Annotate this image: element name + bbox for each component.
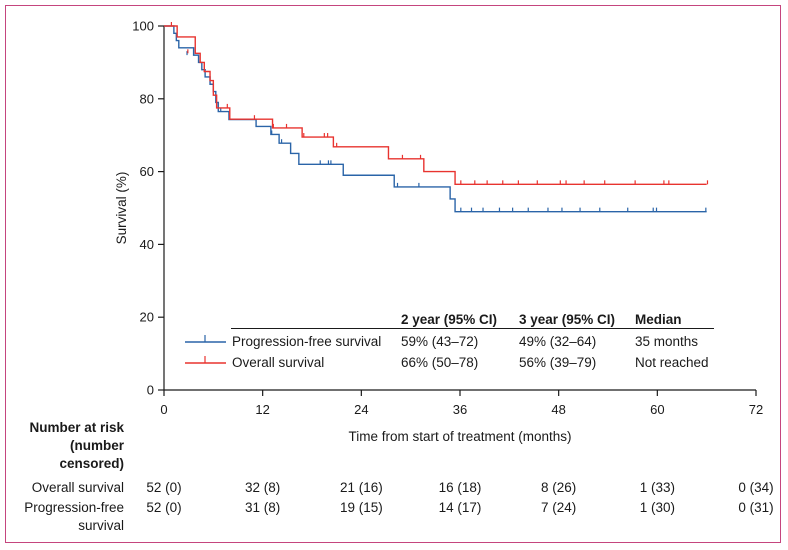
risk-value: 14 (17) xyxy=(439,500,482,515)
risk-value: 0 (31) xyxy=(738,500,773,515)
y-tick-label: 40 xyxy=(140,237,154,252)
x-tick-label: 60 xyxy=(650,402,664,417)
survival-curves xyxy=(164,22,709,213)
number-at-risk-table: Number at risk (number censored) Overall su… xyxy=(24,420,773,533)
risk-value: 21 (16) xyxy=(340,480,383,495)
x-axis-title: Time from start of treatment (months) xyxy=(348,429,571,444)
overall-survival-median: Not reached xyxy=(635,355,709,370)
risk-value: 52 (0) xyxy=(146,480,181,495)
risk-row-label: Overall survival xyxy=(32,480,124,495)
y-tick-label: 80 xyxy=(140,91,154,106)
progression-free-survival-median: 35 months xyxy=(635,334,698,349)
risk-value: 16 (18) xyxy=(439,480,482,495)
risk-value: 0 (34) xyxy=(738,480,773,495)
overall-survival-three-year: 56% (39–79) xyxy=(519,355,596,370)
figure-frame xyxy=(5,5,781,543)
risk-value: 7 (24) xyxy=(541,500,576,515)
y-tick-label: 100 xyxy=(132,19,154,34)
legend-table: 2 year (95% CI) 3 year (95% CI) Median Prog… xyxy=(185,312,714,370)
risk-value: 8 (26) xyxy=(541,480,576,495)
risk-value: 31 (8) xyxy=(245,500,280,515)
risk-row-label: Progression-free xyxy=(24,500,124,515)
progression-free-survival-two-year: 59% (43–72) xyxy=(401,334,478,349)
risk-table-title: Number at risk xyxy=(29,420,124,435)
y-tick-label: 0 xyxy=(147,383,154,398)
x-tick-label: 48 xyxy=(551,402,565,417)
legend-header-3yr: 3 year (95% CI) xyxy=(519,312,615,327)
x-tick-label: 24 xyxy=(354,402,368,417)
overall-survival-legend-label: Overall survival xyxy=(232,355,324,370)
risk-row-label: survival xyxy=(78,518,124,533)
risk-value: 1 (30) xyxy=(640,500,675,515)
progression-free-survival-legend-label: Progression-free survival xyxy=(232,334,381,349)
progression-free-survival-three-year: 49% (32–64) xyxy=(519,334,596,349)
risk-value: 52 (0) xyxy=(146,500,181,515)
legend-header-2yr: 2 year (95% CI) xyxy=(401,312,497,327)
y-tick-label: 20 xyxy=(140,310,154,325)
y-tick-label: 60 xyxy=(140,164,154,179)
risk-table-title: censored) xyxy=(59,456,124,471)
axes: 0 20 40 60 80 100 0 12 24 36 48 60 72 Time from start… xyxy=(114,19,763,445)
risk-table-title: (number xyxy=(70,438,125,453)
progression-free-survival-curve xyxy=(164,25,707,213)
x-tick-label: 72 xyxy=(749,402,763,417)
risk-value: 1 (33) xyxy=(640,480,675,495)
overall-survival-two-year: 66% (50–78) xyxy=(401,355,478,370)
legend-header-median: Median xyxy=(635,312,682,327)
y-axis-title: Survival (%) xyxy=(114,172,129,245)
x-tick-label: 12 xyxy=(255,402,269,417)
risk-value: 19 (15) xyxy=(340,500,383,515)
x-tick-label: 36 xyxy=(453,402,467,417)
x-tick-label: 0 xyxy=(160,402,167,417)
risk-value: 32 (8) xyxy=(245,480,280,495)
overall-survival-curve xyxy=(164,25,707,186)
